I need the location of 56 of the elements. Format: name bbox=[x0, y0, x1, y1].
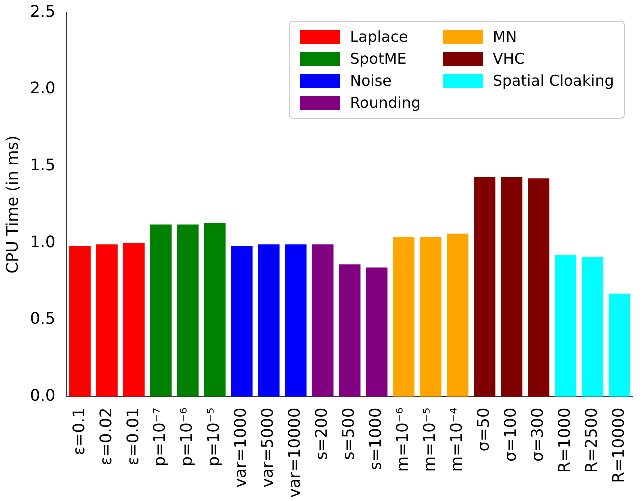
bar bbox=[231, 246, 253, 397]
y-tick-label: 1.0 bbox=[30, 232, 56, 252]
x-tick-label: p=10⁻⁵ bbox=[204, 408, 224, 467]
bar bbox=[96, 244, 118, 397]
legend-label: Laplace bbox=[350, 28, 408, 46]
bar bbox=[501, 177, 523, 397]
x-tick-label: m=10⁻⁵ bbox=[420, 408, 440, 472]
bar bbox=[339, 264, 361, 397]
bar bbox=[204, 223, 226, 397]
x-tick-label: σ=50 bbox=[474, 408, 494, 452]
x-tick-label: var=5000 bbox=[258, 408, 278, 488]
x-tick-label: R=1000 bbox=[554, 408, 574, 474]
bar bbox=[258, 244, 280, 397]
x-tick-label: R=10000 bbox=[608, 408, 628, 484]
bar bbox=[447, 234, 469, 397]
bar bbox=[177, 224, 199, 397]
y-tick-label: 2.0 bbox=[30, 78, 56, 98]
y-tick-label: 2.5 bbox=[30, 2, 56, 21]
y-axis-title: CPU Time (in ms) bbox=[2, 136, 22, 274]
bar bbox=[393, 237, 415, 397]
bar bbox=[582, 256, 604, 397]
bar bbox=[555, 255, 577, 397]
x-tick-label: m=10⁻⁶ bbox=[393, 408, 412, 472]
x-tick-label: s=500 bbox=[339, 408, 358, 460]
legend-label: SpotME bbox=[350, 50, 407, 68]
x-tick-label: ε=0.02 bbox=[96, 408, 116, 466]
bar bbox=[528, 178, 550, 397]
legend-label: VHC bbox=[492, 50, 525, 68]
x-tick-label: var=10000 bbox=[285, 408, 304, 498]
x-tick-label: m=10⁻⁴ bbox=[447, 408, 466, 472]
legend-label: MN bbox=[492, 28, 518, 46]
bar bbox=[366, 268, 388, 397]
bar bbox=[420, 237, 442, 397]
legend-label: Spatial Cloaking bbox=[492, 72, 614, 90]
bar bbox=[69, 246, 91, 397]
x-tick-label: s=1000 bbox=[366, 408, 386, 470]
y-tick-label: 1.5 bbox=[30, 155, 56, 174]
x-tick-label: ε=0.1 bbox=[69, 408, 88, 456]
bar bbox=[312, 244, 334, 397]
bar bbox=[123, 243, 145, 397]
y-tick-label: 0.5 bbox=[30, 309, 56, 328]
x-tick-label: s=200 bbox=[312, 408, 332, 460]
y-tick-label: 0.0 bbox=[30, 386, 56, 405]
legend-label: Rounding bbox=[350, 94, 421, 112]
x-tick-label: σ=100 bbox=[500, 408, 520, 462]
x-tick-label: σ=300 bbox=[528, 408, 547, 462]
bar bbox=[150, 224, 172, 397]
bar bbox=[608, 294, 631, 397]
legend-label: Noise bbox=[350, 72, 392, 90]
x-tick-label: p=10⁻⁷ bbox=[150, 408, 170, 467]
x-tick-label: R=2500 bbox=[582, 408, 601, 474]
x-tick-label: var=1000 bbox=[231, 408, 250, 488]
bar bbox=[285, 244, 307, 397]
x-tick-label: ε=0.01 bbox=[123, 408, 142, 466]
bar bbox=[474, 177, 496, 397]
x-tick-label: p=10⁻⁶ bbox=[177, 408, 196, 467]
